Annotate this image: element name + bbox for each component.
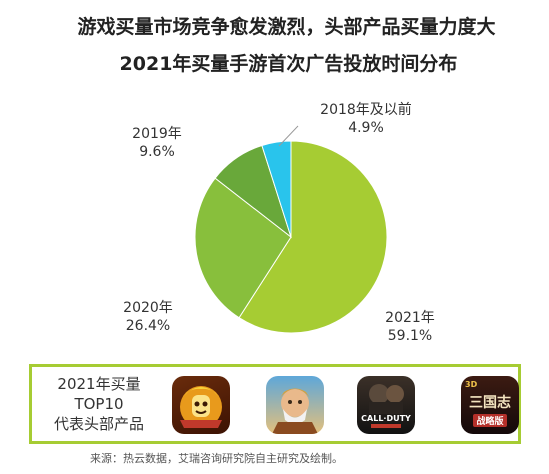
top10-label-line-1: 2021年买量	[57, 375, 141, 393]
warrior-strategy-game-icon	[266, 376, 324, 434]
three-kingdoms-icon-badge: 3D	[465, 380, 478, 389]
chart-title: 2021年买量手游首次广告投放时间分布	[119, 53, 458, 75]
pie-chart: 2021年 59.1% 2020年 26.4% 2019年 9.6% 2018年及以前 4.9…	[123, 101, 435, 344]
pie-slice-3	[261, 140, 292, 238]
slice-value-2: 9.6%	[139, 144, 175, 160]
slice-value-3: 4.9%	[348, 120, 384, 136]
top10-label-line-2: TOP10	[74, 395, 124, 413]
slice-value-1: 26.4%	[126, 318, 170, 334]
slice-label-2: 2019年	[132, 126, 182, 142]
top10-label: 2021年买量 TOP10 代表头部产品	[40, 374, 158, 434]
three-kingdoms-icon-title: 三国志	[469, 394, 511, 411]
three-kingdoms-strategy-game-icon: 3D 三国志 战略版	[461, 376, 519, 434]
slice-value-0: 59.1%	[388, 328, 432, 344]
call-of-duty-game-icon: CALL·DUTY	[357, 376, 415, 434]
pie-slice-0	[238, 140, 388, 334]
slice-label-1: 2020年	[123, 300, 173, 316]
pie-slice-1	[194, 177, 292, 319]
three-kingdoms-icon-subtitle: 战略版	[476, 415, 503, 427]
source-note: 来源：热云数据，艾瑞咨询研究院自主研究及绘制。	[90, 452, 343, 465]
top10-label-line-3: 代表头部产品	[53, 415, 144, 433]
monkey-king-game-icon	[172, 376, 230, 434]
leader-line-3	[278, 125, 299, 147]
call-of-duty-icon-text: CALL·DUTY	[361, 414, 411, 423]
top10-panel: 2021年买量 TOP10 代表头部产品 CALL·DU	[29, 364, 521, 444]
page-title: 游戏买量市场竞争愈发激烈，头部产品买量力度大	[77, 16, 496, 38]
slice-label-0: 2021年	[385, 310, 435, 326]
slice-label-3: 2018年及以前	[320, 101, 412, 118]
